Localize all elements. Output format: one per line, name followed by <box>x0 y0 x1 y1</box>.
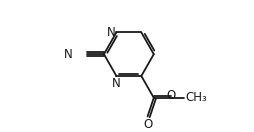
Text: CH₃: CH₃ <box>185 91 207 104</box>
Text: O: O <box>143 118 152 131</box>
Text: N: N <box>106 26 115 39</box>
Text: N: N <box>112 77 121 90</box>
Text: O: O <box>167 89 176 102</box>
Text: N: N <box>64 48 72 61</box>
